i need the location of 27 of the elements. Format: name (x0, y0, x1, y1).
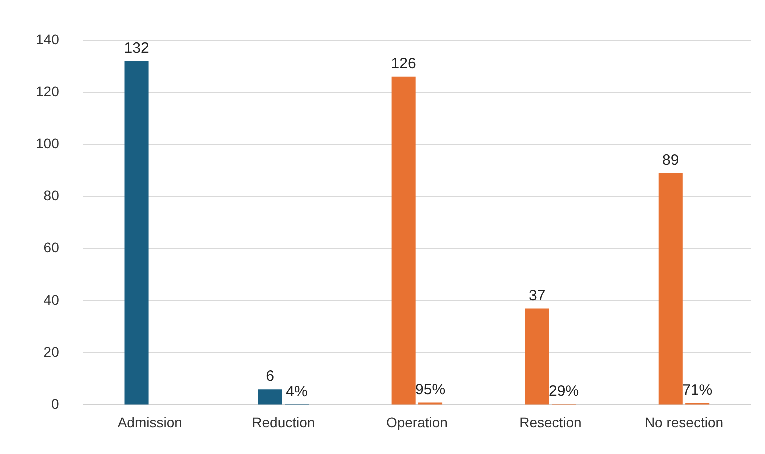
y-tick-label: 140 (36, 31, 60, 48)
x-tick-label: No resection (644, 414, 724, 430)
data-label: 95% (416, 381, 446, 398)
y-tick-label: 80 (44, 188, 60, 204)
bar (124, 61, 149, 405)
y-tick-label: 100 (36, 135, 60, 152)
x-tick-label: Operation (386, 414, 448, 430)
x-tick-label: Reduction (252, 414, 316, 430)
y-tick-label: 0 (52, 396, 60, 412)
bar (392, 76, 416, 405)
bar (525, 308, 550, 405)
y-tick-label: 20 (44, 344, 60, 360)
y-tick-label: 60 (44, 240, 60, 256)
data-label: 37 (529, 287, 546, 304)
y-tick-label: 120 (36, 83, 60, 100)
x-tick-label: Resection (520, 414, 582, 430)
x-tick-label: Admission (118, 414, 182, 430)
data-label: 89 (662, 152, 680, 169)
data-label: 71% (682, 382, 713, 399)
bar (258, 390, 282, 405)
data-label: 126 (391, 56, 416, 73)
bar (658, 173, 683, 405)
data-label: 4% (286, 384, 308, 401)
y-tick-label: 40 (44, 292, 60, 308)
data-label: 6 (266, 368, 274, 386)
data-label: 132 (124, 40, 150, 57)
data-label: 29% (549, 383, 580, 400)
